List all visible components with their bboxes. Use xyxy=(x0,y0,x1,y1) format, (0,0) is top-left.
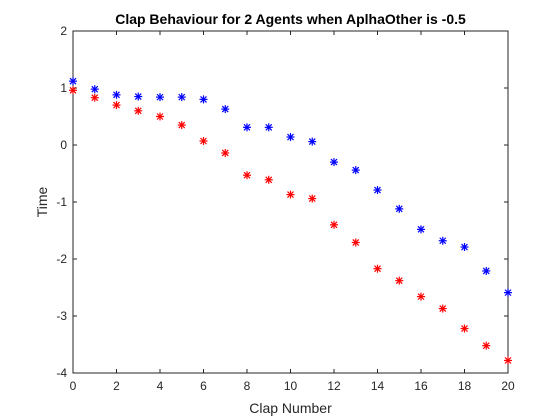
series-2-point xyxy=(221,148,230,157)
x-tick-label: 20 xyxy=(501,379,515,393)
series-2-point xyxy=(286,190,295,199)
x-axis-label: Clap Number xyxy=(249,400,332,416)
series-1-point xyxy=(373,186,382,195)
x-tick-label: 16 xyxy=(414,379,428,393)
series-2-point xyxy=(264,175,273,184)
series-2-point xyxy=(395,276,404,285)
series-2-point xyxy=(438,304,447,313)
x-tick-label: 0 xyxy=(70,379,77,393)
series-2-point xyxy=(156,112,164,121)
series-2-point xyxy=(417,292,425,301)
series-2-point xyxy=(90,93,99,102)
x-tick-label: 8 xyxy=(244,379,251,393)
y-tick-label: 0 xyxy=(60,138,67,152)
series-1-point xyxy=(460,243,469,252)
y-tick-label: -4 xyxy=(56,366,67,380)
y-tick-label: -2 xyxy=(56,252,67,266)
series-1-point xyxy=(286,133,295,142)
x-tick-label: 14 xyxy=(371,379,385,393)
series-2-point xyxy=(460,324,469,333)
series-2-point xyxy=(112,101,121,110)
series-1-point xyxy=(264,123,273,132)
x-tick-label: 18 xyxy=(458,379,472,393)
x-tick-label: 4 xyxy=(157,379,164,393)
y-tick-label: -3 xyxy=(56,309,67,323)
series-1-point xyxy=(90,85,99,94)
series-2-point xyxy=(482,341,491,350)
series-2-point xyxy=(351,238,360,247)
series-1-point xyxy=(417,225,425,234)
series-1-point xyxy=(351,166,360,175)
series-2-point xyxy=(134,106,143,115)
series-2-point xyxy=(330,220,338,229)
series-1-point xyxy=(134,92,143,101)
series-1-point xyxy=(330,158,338,167)
x-tick-label: 6 xyxy=(200,379,207,393)
y-axis: -4 -3 -2 -1 0 1 2 xyxy=(56,24,508,380)
series-2-point xyxy=(504,356,512,365)
series-1-point xyxy=(112,90,121,99)
x-tick-label: 2 xyxy=(113,379,120,393)
series-2-point xyxy=(373,264,382,273)
series-2-point xyxy=(177,121,186,130)
series-1-point xyxy=(156,93,164,102)
series-2-point xyxy=(199,137,208,146)
x-tick-label: 10 xyxy=(284,379,298,393)
series-1-point xyxy=(221,105,230,114)
series-1-point xyxy=(69,77,77,86)
series-1-point xyxy=(482,266,491,275)
data-points xyxy=(69,77,512,365)
y-axis-label: Time xyxy=(34,186,50,217)
series-1-point xyxy=(308,137,317,146)
series-1-point xyxy=(438,236,447,245)
x-tick-label: 12 xyxy=(327,379,341,393)
x-axis: 0 2 4 6 8 10 12 14 16 18 20 xyxy=(70,31,515,393)
series-2-point xyxy=(308,194,317,203)
series-1-point xyxy=(504,288,512,297)
series-1-point xyxy=(395,204,404,213)
series-1-point xyxy=(243,123,251,132)
series-2-point xyxy=(69,86,77,95)
y-tick-label: 1 xyxy=(60,81,67,95)
chart-title: Clap Behaviour for 2 Agents when AplhaOt… xyxy=(115,11,466,27)
series-1-point xyxy=(177,93,186,102)
series-2-point xyxy=(243,171,251,180)
plot-area xyxy=(72,30,509,374)
series-1-point xyxy=(199,95,208,104)
y-tick-label: 2 xyxy=(60,24,67,38)
y-tick-label: -1 xyxy=(56,195,67,209)
